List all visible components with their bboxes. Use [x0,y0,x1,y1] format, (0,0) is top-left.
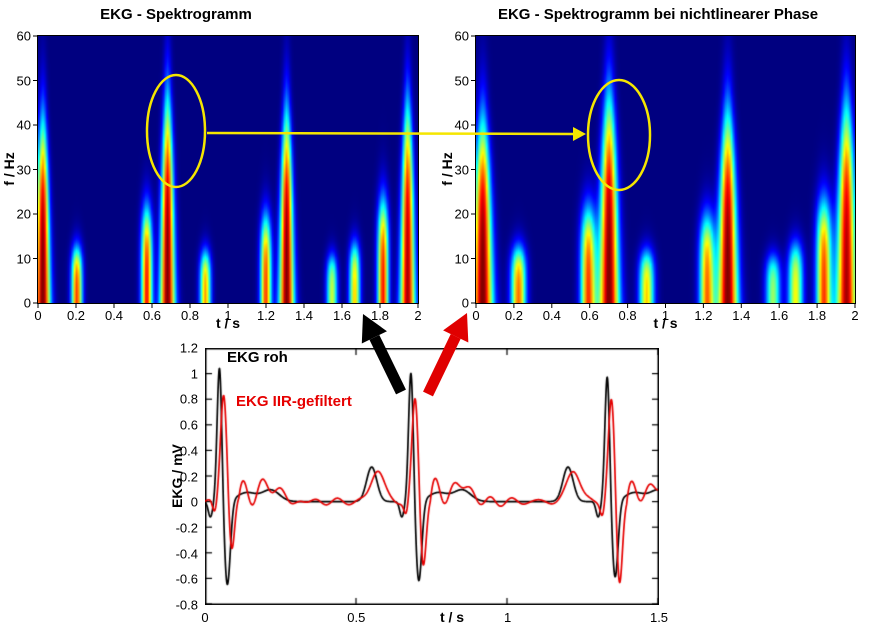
y-tick-label: 0 [190,494,198,510]
x-tick-label: 0.2 [66,308,86,323]
y-tick-label: 0.6 [179,417,198,433]
x-tick-label: 0.6 [580,308,599,323]
x-tick-label: 0 [201,610,209,625]
spectrogram-right-title: EKG - Spektrogramm bei nichtlinearer Pha… [497,6,819,23]
spectrogram-left-title: EKG - Spektrogramm [100,6,252,23]
ekg-plot-canvas [205,348,659,605]
x-tick-label: 1.4 [294,308,314,323]
x-tick-label: 1.8 [370,308,390,323]
spectrogram-right-heatmap [475,35,856,304]
y-tick-label: 60 [454,28,469,44]
x-tick-label: 1.6 [770,308,789,323]
spectrogram-left-heatmap [37,35,419,304]
y-tick-label: -0.4 [175,546,198,562]
spectrogram-right-xlabel: t / s [653,315,678,331]
y-tick-label: 50 [16,73,31,88]
ekg-xlabel: t / s [439,609,465,625]
x-tick-label: 1.8 [808,308,827,323]
y-tick-label: 30 [454,162,469,177]
x-tick-label: 0.2 [504,308,523,323]
y-tick-label: 0 [461,295,469,311]
y-tick-label: 30 [16,162,31,177]
x-tick-label: 1 [504,610,512,625]
spectrogram-right-ylabel: f / Hz [439,152,455,186]
y-tick-label: 40 [16,117,31,133]
spectrogram-left-xlabel: t / s [215,315,241,331]
x-tick-label: 1.2 [256,308,276,323]
x-tick-label: 1.5 [649,610,669,625]
x-tick-label: 0.4 [542,308,561,323]
x-tick-label: 0.8 [618,308,637,323]
y-tick-label: -0.2 [175,520,198,536]
x-tick-label: 0 [34,308,42,323]
x-tick-label: 0.4 [104,308,124,323]
y-tick-label: 1.2 [179,340,198,356]
y-tick-label: 40 [454,117,469,133]
y-tick-label: -0.8 [175,597,198,613]
legend-ekg-iir-gefiltert: EKG IIR-gefiltert [236,393,352,410]
y-tick-label: 0.8 [179,391,198,407]
x-tick-label: 2 [414,308,422,323]
x-tick-label: 2 [851,308,859,323]
y-tick-label: 50 [454,73,469,88]
y-tick-label: 0 [23,295,31,311]
y-tick-label: 1 [190,366,198,382]
red-arrow-head [443,313,469,343]
y-tick-label: 60 [16,28,31,44]
y-tick-label: 10 [454,251,469,266]
y-tick-label: -0.6 [175,571,198,587]
x-tick-label: 1.4 [732,308,751,323]
x-tick-label: 1.6 [332,308,352,323]
legend-ekg-roh: EKG roh [227,349,288,366]
x-tick-label: 1.2 [694,308,713,323]
spectrogram-left-ylabel: f / Hz [1,152,17,186]
y-tick-label: 20 [16,206,31,222]
x-tick-label: 1 [661,308,670,323]
y-tick-label: 0.4 [179,443,198,459]
x-tick-label: 1 [224,308,232,323]
y-tick-label: 10 [16,251,31,266]
x-tick-label: 0.5 [347,610,366,625]
x-tick-label: 0 [472,308,480,323]
y-tick-label: 20 [454,206,469,222]
y-tick-label: 0.2 [179,469,198,484]
x-tick-label: 0.6 [142,308,162,323]
x-tick-label: 0.8 [180,308,200,323]
